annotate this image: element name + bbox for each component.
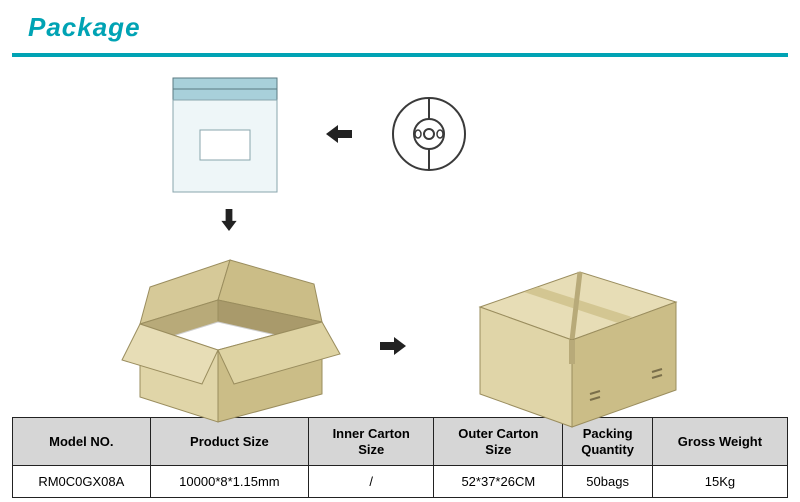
- cell-outer-carton: 52*37*26CM: [434, 466, 563, 498]
- col-packing-qty-l2: Quantity: [567, 442, 647, 458]
- open-carton-icon: [100, 242, 350, 432]
- arrow-left-icon: [326, 123, 352, 145]
- ziplock-bag-icon: [170, 75, 280, 195]
- cell-model: RM0C0GX08A: [13, 466, 151, 498]
- col-inner-carton-l2: Size: [313, 442, 429, 458]
- cell-packing-qty: 50bags: [563, 466, 652, 498]
- cell-inner-carton: /: [309, 466, 434, 498]
- arrow-right-icon: [380, 335, 406, 357]
- header: Package: [0, 0, 800, 49]
- tape-reel-icon: [390, 95, 468, 173]
- table-row: RM0C0GX08A 10000*8*1.15mm / 52*37*26CM 5…: [13, 466, 788, 498]
- arrow-down-icon: [216, 209, 242, 231]
- cell-gross-weight: 15Kg: [652, 466, 787, 498]
- cell-product-size: 10000*8*1.15mm: [150, 466, 309, 498]
- page-title: Package: [28, 12, 800, 43]
- col-outer-carton-l2: Size: [438, 442, 558, 458]
- closed-carton-icon: [440, 252, 700, 437]
- packaging-diagram: [0, 57, 800, 417]
